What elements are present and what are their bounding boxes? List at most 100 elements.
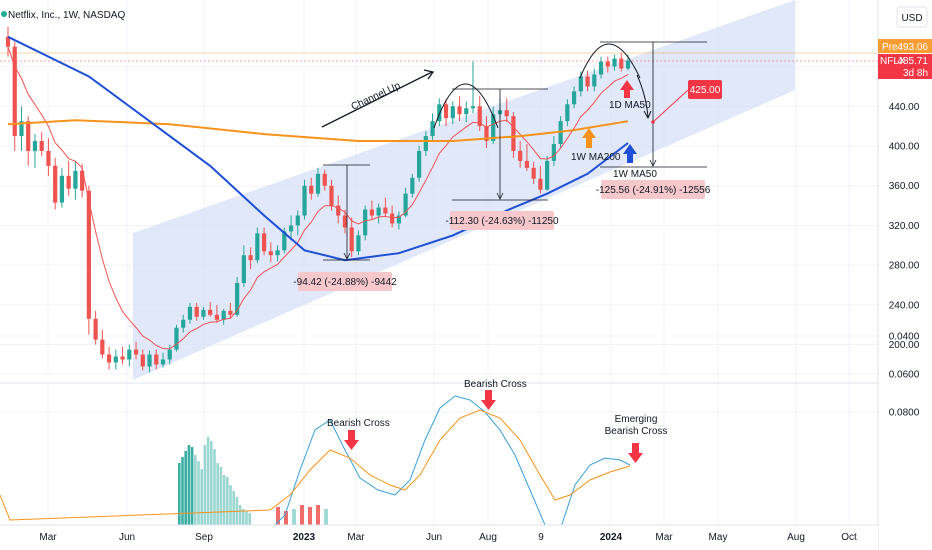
oscillator-fast-line (269, 395, 631, 531)
time-axis-panel[interactable] (0, 525, 878, 550)
histogram-bar-46 (245, 511, 248, 525)
currency-label: USD (901, 13, 922, 24)
histogram-bar-34 (206, 437, 210, 525)
top-arc-1 (433, 83, 499, 129)
target-tag-text: 425.00 (690, 85, 721, 96)
oscillator-axis-ticks: 0.0800 0.0600 0.0400 (889, 332, 920, 419)
projection-arrow (643, 110, 652, 120)
candle-body-72 (491, 114, 496, 142)
osc-label-2: Bearish Cross (464, 379, 527, 390)
candle-body-3 (26, 121, 31, 151)
chart-title: Netflix, Inc., 1W, NASDAQ (8, 10, 125, 21)
candle-body-2 (19, 121, 24, 137)
candle-body-57 (390, 213, 395, 224)
candle-body-9 (66, 175, 71, 189)
x-tick-label-0: Mar (39, 532, 57, 543)
ma-1d50-arrow (620, 80, 634, 98)
candle-body-69 (470, 106, 476, 109)
candle-body-66 (450, 106, 455, 119)
histogram-bar-39 (222, 475, 226, 525)
candle-body-45 (309, 185, 314, 194)
candle-body-79 (538, 178, 543, 190)
x-tick-label-5: Jun (426, 532, 442, 543)
candle-body-17 (120, 356, 125, 360)
y-tick-label-6: 240.00 (889, 300, 920, 311)
pre-price-tag (878, 39, 932, 53)
y-tick-label-2: 400.00 (889, 142, 920, 153)
channel-arrow (321, 71, 433, 128)
y-tick-label-7: 200.00 (889, 340, 920, 351)
candle-body-88 (598, 61, 604, 75)
histogram-late-bar-1 (284, 511, 288, 525)
candle-body-60 (410, 177, 415, 194)
measure-2-text: -112.30 (-24.63%) -11250 (445, 216, 558, 227)
candle-body-37 (255, 233, 260, 261)
y-tick-label-5: 280.00 (889, 261, 920, 272)
candle-body-51 (349, 227, 354, 252)
histogram-bar-45 (242, 509, 245, 525)
candle-body-12 (86, 190, 91, 319)
candle-body-85 (578, 76, 583, 92)
histogram-bar-35 (210, 441, 213, 525)
market-status-icon (1, 11, 7, 17)
candle-body-59 (403, 193, 408, 216)
histogram-late-bar-2 (292, 509, 296, 525)
candle-body-10 (73, 170, 78, 189)
candle-body-52 (356, 235, 361, 252)
osc-arrow-2 (481, 390, 496, 410)
candle-body-80 (545, 160, 550, 190)
osc-tick-label-1: 0.0600 (889, 370, 920, 381)
candle-body-50 (342, 215, 348, 228)
target-line (652, 89, 689, 123)
candle-body-74 (504, 110, 509, 117)
histogram-bar-32 (200, 469, 203, 525)
histogram-bar-41 (229, 485, 232, 525)
histogram-bar-37 (216, 463, 219, 525)
candle-body-40 (275, 250, 280, 256)
candle-body-58 (396, 215, 401, 224)
candle-body-83 (565, 104, 570, 122)
ma-1d50-line (7, 46, 629, 350)
candle-body-62 (423, 136, 428, 151)
candle-body-84 (571, 91, 577, 105)
histogram-late-bar-5 (316, 505, 320, 525)
histogram-late-bar-3 (300, 505, 304, 525)
last-price-value: 485.71 (897, 56, 928, 67)
channel-arrow-head (423, 69, 435, 80)
candle-body-44 (302, 185, 307, 216)
candle-body-5 (39, 141, 44, 151)
x-tick-label-4: Mar (347, 532, 365, 543)
candle-body-6 (46, 150, 51, 166)
candle-body-33 (228, 310, 233, 315)
candle-body-13 (93, 318, 98, 340)
histogram-bar-25 (178, 463, 181, 525)
candle-body-27 (187, 306, 193, 320)
oscillator-slow-line (0, 409, 631, 521)
histogram-bar-27 (184, 451, 187, 525)
x-tick-label-9: Mar (655, 532, 673, 543)
candle-body-89 (605, 61, 610, 67)
candle-body-1 (12, 46, 17, 137)
candle-body-38 (261, 233, 267, 252)
candle-body-35 (241, 255, 246, 284)
measure-1-text: -94.42 (-24.88%) -9442 (293, 277, 397, 288)
candle-body-25 (174, 327, 179, 350)
osc-arrow-3 (628, 443, 643, 463)
candle-body-86 (585, 76, 590, 87)
candle-body-92 (625, 60, 631, 69)
ma-1w200-line (7, 119, 629, 142)
candle-body-7 (53, 165, 58, 203)
candle-body-68 (464, 108, 469, 115)
top-arc-2 (579, 43, 641, 79)
candle-body-41 (282, 231, 287, 251)
currency-button[interactable] (896, 6, 928, 28)
price-axis-panel[interactable] (878, 0, 932, 550)
x-tick-label-6: Aug (479, 532, 497, 543)
candle-body-67 (457, 106, 462, 115)
candle-body-65 (443, 104, 449, 119)
x-tick-label-12: Oct (841, 532, 857, 543)
osc-arrow-1 (344, 430, 359, 450)
candle-body-63 (430, 121, 435, 137)
candle-body-87 (592, 74, 597, 87)
